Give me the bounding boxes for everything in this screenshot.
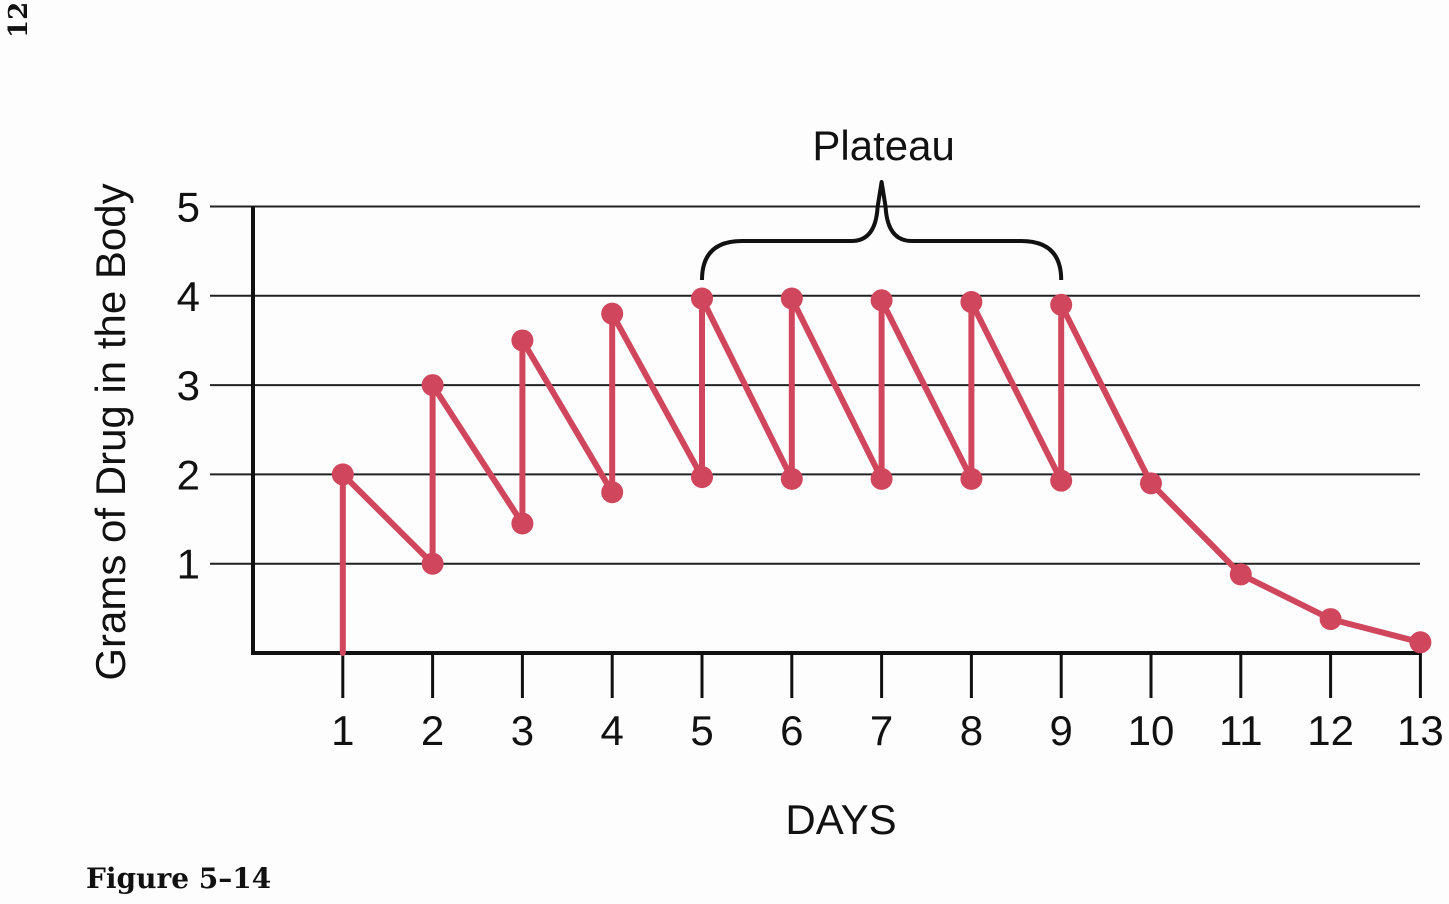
axes xyxy=(251,206,1420,655)
data-point xyxy=(960,467,983,490)
y-tick-label: 2 xyxy=(177,451,200,498)
x-tick-label: 13 xyxy=(1397,707,1444,754)
x-tick-label: 12 xyxy=(1307,707,1354,754)
data-point xyxy=(1319,608,1342,631)
x-tick-label: 9 xyxy=(1050,707,1073,754)
data-point xyxy=(421,374,444,397)
data-point xyxy=(691,466,713,489)
x-tick-label: 4 xyxy=(601,707,624,754)
x-tick-label: 10 xyxy=(1128,707,1175,754)
data-point xyxy=(331,463,354,486)
data-point xyxy=(511,512,534,535)
gridlines xyxy=(210,205,1420,565)
y-tick-label: 3 xyxy=(177,362,200,409)
figure-caption: Figure 5–14 xyxy=(86,862,272,895)
plateau-brace xyxy=(700,180,1064,281)
data-point xyxy=(1140,472,1162,495)
x-tick-labels: 1 2 3 4 5 6 7 8 9 10 11 12 13 xyxy=(331,707,1444,754)
data-point xyxy=(601,481,624,504)
x-ticks xyxy=(341,653,1422,698)
plateau-annotation: Plateau xyxy=(812,122,954,169)
data-point xyxy=(601,302,624,325)
x-tick-label: 2 xyxy=(421,707,444,754)
x-tick-label: 3 xyxy=(511,707,534,754)
brace-path xyxy=(700,180,1064,281)
data-point xyxy=(511,329,534,352)
x-tick-label: 7 xyxy=(870,707,893,754)
data-point xyxy=(1050,469,1073,492)
data-point xyxy=(870,467,893,490)
y-tick-labels: 1 2 3 4 5 xyxy=(177,184,200,588)
data-point xyxy=(1050,293,1073,316)
y-tick-label: 5 xyxy=(177,184,200,231)
x-tick-label: 1 xyxy=(331,707,354,754)
y-tick-label: 1 xyxy=(177,541,200,588)
x-axis-title: DAYS xyxy=(785,796,896,843)
x-tick-label: 8 xyxy=(960,707,983,754)
y-tick-label: 4 xyxy=(177,273,200,320)
x-tick-label: 6 xyxy=(780,707,803,754)
data-point xyxy=(780,287,803,310)
y-axis-title: Grams of Drug in the Body xyxy=(87,183,134,680)
data-point xyxy=(960,291,983,314)
data-point xyxy=(1229,563,1252,586)
data-point xyxy=(1409,631,1432,654)
data-point xyxy=(780,467,803,490)
series-markers xyxy=(331,287,1432,654)
x-tick-label: 11 xyxy=(1219,707,1263,754)
data-point xyxy=(870,289,893,312)
x-tick-label: 5 xyxy=(690,707,713,754)
drug-level-line xyxy=(339,295,1424,656)
data-point xyxy=(691,287,713,310)
data-point xyxy=(421,552,444,575)
series-line xyxy=(339,295,1424,656)
